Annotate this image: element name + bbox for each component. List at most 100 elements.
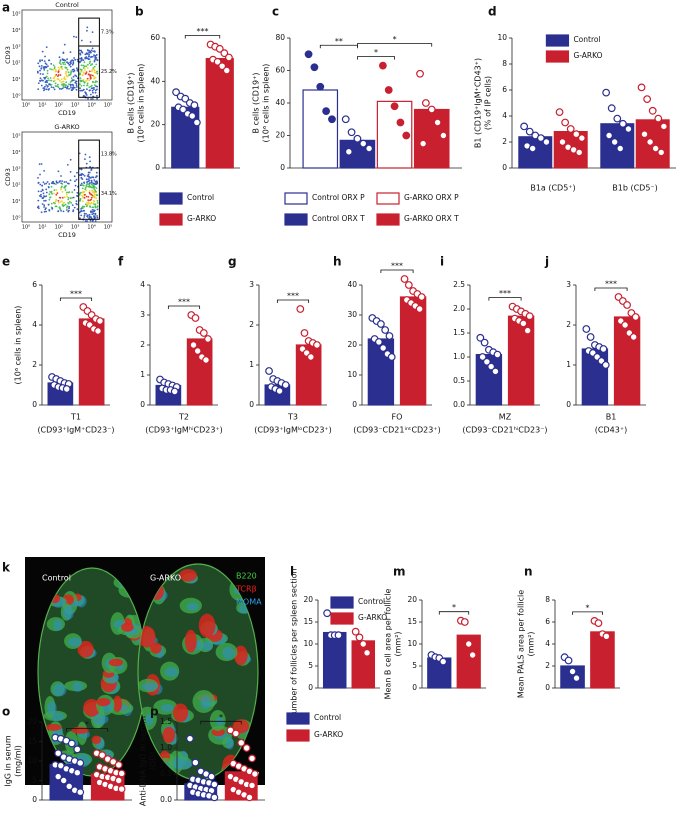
legend-swatch [159,213,183,226]
flow-event [96,200,99,202]
flow-event [57,86,60,89]
flow-event [60,175,62,177]
bar [600,123,635,169]
flow-event [67,202,70,204]
category-label: B1 [606,413,617,422]
flow-event [85,185,88,188]
flow-event [82,80,85,83]
bar [205,57,234,169]
data-point [117,769,126,778]
flow-event [55,73,58,76]
flow-event [80,168,83,171]
flow-event [56,78,59,80]
data-point [98,751,107,760]
flow-event [48,193,51,196]
flow-event [96,88,98,91]
data-point [623,301,631,309]
flow-event [67,71,70,74]
flow-event [88,182,91,185]
data-point [359,640,368,648]
y-tick-label: 1 [249,360,254,369]
flow-event [83,205,86,208]
y-tick-label: 4 [32,320,37,329]
category-sublabel: (CD93⁺IgMˡᵒCD23⁺) [254,426,332,435]
data-point [225,53,233,62]
flow-event [43,89,45,92]
flow-event [83,214,86,217]
data-point [114,776,123,785]
flow-event [40,67,43,70]
flow-event [56,182,59,184]
flow-event [60,83,63,86]
flow-event [88,70,91,73]
data-point [575,148,584,157]
flow-event [85,65,88,68]
flow-event [89,185,91,188]
moma-ring [67,637,82,647]
flow-event [87,196,90,198]
flow-event [93,210,96,213]
y-tick-label: 20 [303,595,313,604]
flow-event [62,83,65,85]
flow-event [43,195,46,198]
flow-event [41,189,44,192]
stain-label: TCRβ [235,585,257,594]
significance-label: *** [178,298,190,307]
flow-event [66,85,69,88]
data-point [400,275,409,283]
data-point [404,281,413,289]
data-point [377,320,385,328]
flow-event [79,89,82,92]
flow-event [49,77,52,79]
flow-event [96,194,99,196]
flow-event [80,208,82,210]
flow-event [47,65,49,67]
bar [322,631,347,689]
flow-event [81,173,83,175]
significance-bracket [594,287,628,291]
moma-ring [145,713,154,726]
flow-event [79,53,82,56]
y-axis-label: (mg/ml) [14,745,23,777]
flow-event [96,202,99,204]
y-tick-label: 10⁴ [12,28,20,34]
legend-swatch [159,192,183,205]
flow-event [72,75,75,78]
y-tick-label: 15 [407,617,417,626]
flow-cloud [36,152,99,222]
flow-event [65,66,68,69]
data-point [54,749,63,758]
flow-event [79,80,82,83]
flow-event [94,180,97,183]
panel-letter: k [2,561,11,575]
flow-event [76,203,78,206]
data-point [179,105,187,114]
y-tick-label: 10² [12,61,20,67]
flow-event [86,88,88,91]
flow-event [87,49,89,52]
significance-bracket [184,35,221,39]
y-tick-label: 0 [566,400,571,409]
panel-letter: h [333,255,342,269]
flow-event [84,220,87,222]
flow-event [93,75,95,78]
flow-event [96,215,98,217]
data-point [417,293,426,301]
data-point [381,326,390,334]
flow-event [45,88,48,91]
flow-event [79,199,81,202]
flow-event [65,81,68,84]
y-tick-label: 60 [275,66,285,75]
flow-event [58,196,61,199]
flow-event [79,174,81,177]
flow-event [73,35,75,38]
flow-event [69,158,72,161]
data-point [379,344,388,352]
legend-swatch [330,596,354,609]
category-sublabel: (CD93⁺IgMʰⁱCD23⁺) [145,426,223,435]
gate [78,17,100,98]
flow-event [85,205,88,208]
flow-event [80,214,83,217]
flow-event [87,173,90,176]
flow-event [40,211,43,214]
